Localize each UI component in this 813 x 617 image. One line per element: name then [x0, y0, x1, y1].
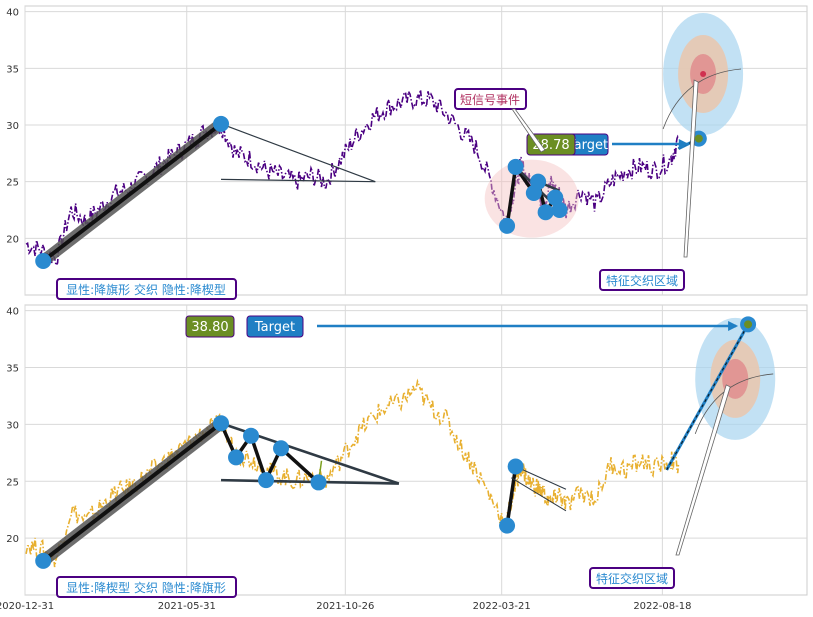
zone-annotation: 特征交织区域: [589, 384, 731, 589]
zone-label: 特征交织区域: [596, 571, 668, 586]
pattern-point-marker: [310, 474, 327, 491]
y-tick-label: 25: [6, 178, 19, 189]
pattern-annotation: 显性:降旗形 交织 隐性:降楔型: [56, 278, 237, 300]
lower-trend-line: [221, 478, 399, 485]
target-value: 38.80: [191, 320, 228, 335]
pattern-point-marker: [507, 458, 524, 475]
pattern-label-box: [56, 576, 237, 598]
impulse-line: [41, 421, 223, 563]
pattern-point-marker: [243, 427, 260, 444]
projection-line-dash: [666, 324, 749, 471]
pattern-point-marker: [530, 173, 547, 190]
target-value-box: [185, 315, 235, 338]
guide-arc: [662, 68, 742, 130]
target-label-box: [246, 315, 304, 338]
target-arrow-head: [678, 139, 689, 149]
y-tick-label: 35: [6, 64, 19, 75]
pattern-leg: [505, 466, 518, 526]
signal-label-box: [454, 88, 527, 110]
y-tick-label: 20: [6, 534, 19, 545]
mini-upper-line: [515, 466, 567, 490]
pattern-point-marker: [273, 440, 290, 457]
zone-annotation: 特征交织区域: [599, 79, 699, 291]
pattern-point-marker: [213, 115, 230, 132]
pattern-point-marker: [213, 415, 230, 432]
x-tick-label: 2020-12-31: [0, 601, 54, 612]
upper-trend-line: [220, 123, 376, 183]
y-tick-label: 35: [6, 364, 19, 375]
target-zone-center: [700, 71, 707, 77]
pattern-point-marker: [499, 217, 516, 234]
target-point-core: [694, 134, 703, 143]
y-tick-label: 20: [6, 234, 19, 245]
pattern-label-box: [56, 278, 237, 300]
zone-pointer: [675, 384, 731, 556]
y-tick-label: 40: [6, 307, 19, 318]
mini-lower-line: [511, 477, 567, 512]
target-value-box: [526, 133, 576, 156]
pattern-point-marker: [228, 449, 245, 466]
pattern-label: 显性:降旗形 交织 隐性:降楔型: [66, 282, 226, 297]
signal-label: 短信号事件: [460, 93, 520, 107]
target-label: Target: [567, 138, 608, 153]
lower-trend-line: [221, 178, 376, 183]
target-label: Target: [254, 320, 295, 335]
pattern-point-marker: [551, 202, 568, 218]
pattern-label: 显性:降楔型 交织 隐性:降旗形: [66, 580, 226, 595]
impulse-line: [41, 122, 223, 263]
target-point-core: [744, 320, 753, 329]
pattern-annotation: 显性:降楔型 交织 隐性:降旗形: [56, 576, 237, 598]
pattern-point-marker: [547, 189, 564, 206]
zone-label-box: [589, 567, 675, 589]
pattern-point-marker: [537, 204, 554, 221]
pattern-point-marker: [507, 158, 524, 175]
pattern-point-marker: [499, 517, 516, 534]
x-tick-label: 2021-10-26: [316, 601, 374, 612]
pattern-point-marker: [258, 472, 275, 489]
y-tick-label: 30: [6, 121, 19, 132]
target-annotation: Target 38.80: [185, 315, 739, 338]
target-arrow-head: [728, 321, 739, 331]
x-tick-label: 2021-05-31: [158, 601, 216, 612]
zone-label: 特征交织区域: [606, 273, 678, 288]
y-tick-label: 30: [6, 420, 19, 431]
price-series-line: [25, 89, 680, 268]
zone-pointer: [683, 79, 699, 258]
signal-pointer: [511, 108, 546, 153]
zone-label-box: [599, 269, 685, 291]
y-tick-label: 40: [6, 8, 19, 19]
pattern-point-marker: [35, 253, 52, 269]
panel-2: 20 25 30 35 40 2020-12-31 2021-05-31 2021-10-26…: [0, 304, 808, 612]
signal-annotation: 短信号事件: [454, 88, 546, 153]
plot-area: [24, 304, 808, 596]
x-tick-label: 2022-03-21: [473, 601, 531, 612]
y-tick-label: 25: [6, 477, 19, 488]
pattern-point-marker: [35, 552, 52, 569]
x-tick-label: 2022-08-18: [633, 601, 691, 612]
